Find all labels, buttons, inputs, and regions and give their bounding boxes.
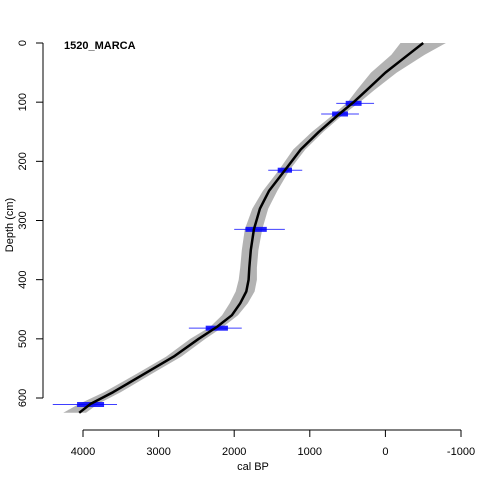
median-line-layer bbox=[78, 42, 424, 414]
dates-layer bbox=[52, 100, 375, 408]
y-tick-label: 600 bbox=[17, 389, 29, 407]
x-axis-title: cal BP bbox=[237, 461, 269, 473]
y-tick-label: 400 bbox=[17, 270, 29, 288]
x-axis-ticks: 4000 3000 2000 1000 0 -1000 bbox=[71, 430, 475, 458]
x-tick-label: 3000 bbox=[146, 446, 170, 458]
y-tick-label: 100 bbox=[17, 93, 29, 111]
y-axis-title: Depth (cm) bbox=[4, 198, 16, 252]
y-tick-label: 0 bbox=[17, 40, 29, 46]
date-marker bbox=[245, 226, 267, 232]
y-tick-label: 300 bbox=[17, 211, 29, 229]
y-tick-label: 200 bbox=[17, 152, 29, 170]
core-title: 1520_MARCA bbox=[64, 40, 136, 52]
median-age-line bbox=[78, 42, 424, 414]
y-tick-label: 500 bbox=[17, 330, 29, 348]
x-tick-label: 0 bbox=[382, 446, 388, 458]
x-tick-label: 2000 bbox=[222, 446, 246, 458]
x-tick-label: 1000 bbox=[298, 446, 322, 458]
x-tick-label: 4000 bbox=[71, 446, 95, 458]
x-tick-label: -1000 bbox=[447, 446, 475, 458]
y-axis-ticks: 0 100 200 300 400 500 600 bbox=[17, 40, 43, 407]
